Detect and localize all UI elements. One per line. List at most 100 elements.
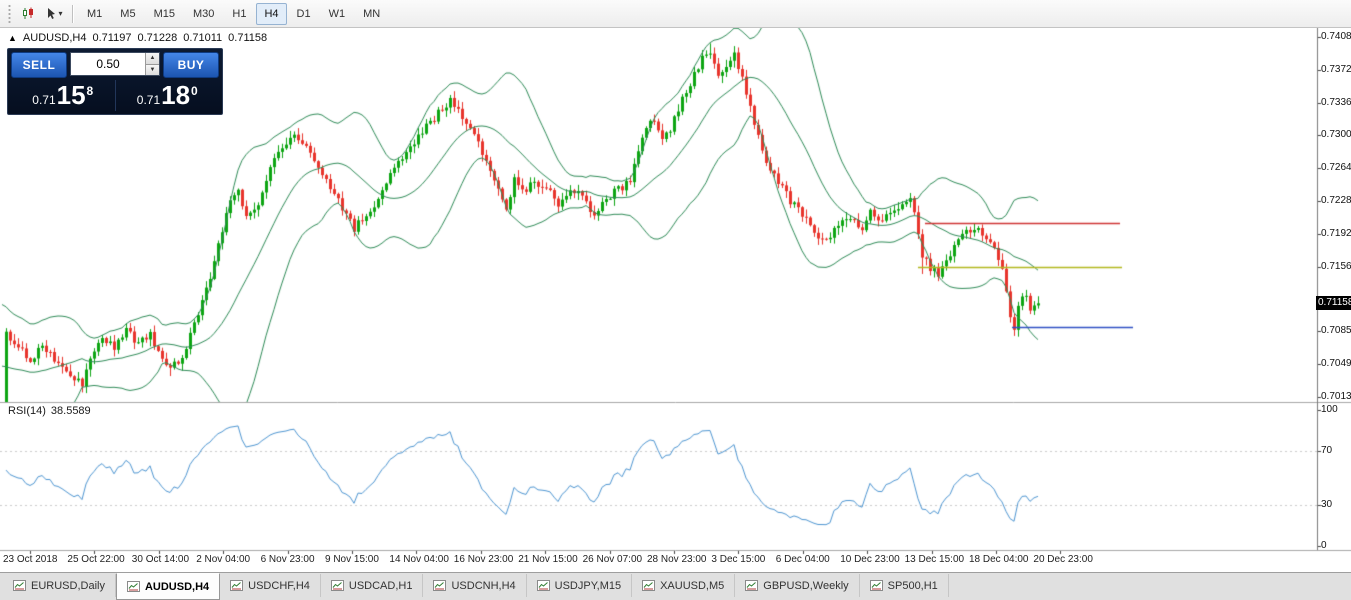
high-value: 0.71228 bbox=[137, 32, 178, 44]
buy-price-sup: 0 bbox=[191, 84, 198, 98]
chart-tab-label: USDCHF,H4 bbox=[248, 579, 310, 592]
time-axis-label: 21 Nov 15:00 bbox=[518, 554, 578, 565]
chart-tab-usdchf-h4[interactable]: USDCHF,H4 bbox=[220, 574, 321, 597]
price-axis-label: 0.7264 bbox=[1321, 162, 1351, 174]
timeframe-m1[interactable]: M1 bbox=[87, 7, 103, 20]
sell-price[interactable]: 0.71 15 8 bbox=[11, 80, 116, 111]
chart-tab-icon bbox=[869, 580, 883, 591]
timeframe-d1[interactable]: D1 bbox=[296, 7, 311, 20]
chart-tab-icon bbox=[433, 580, 447, 591]
rsi-name: RSI(14) bbox=[8, 405, 46, 417]
toolbar-grip[interactable] bbox=[7, 4, 12, 23]
low-value: 0.71011 bbox=[183, 32, 223, 44]
buy-price-prefix: 0.71 bbox=[136, 93, 161, 107]
rsi-indicator-label: RSI(14) 38.5589 bbox=[8, 405, 91, 417]
chart-tab-icon bbox=[642, 580, 656, 591]
chart-area: ▲ AUDUSD,H4 0.71197 0.71228 0.71011 0.71… bbox=[0, 28, 1351, 572]
chart-tab-label: USDCNH,H4 bbox=[451, 579, 516, 592]
chart-tab-label: USDCAD,H1 bbox=[348, 579, 413, 592]
lot-increase-button[interactable]: ▲ bbox=[146, 53, 159, 65]
price-axis-label: 0.7228 bbox=[1321, 195, 1351, 207]
time-axis-label: 16 Nov 23:00 bbox=[453, 554, 514, 565]
chart-tab-bar: EURUSD,Daily AUDUSD,H4 USDCHF,H4 USDCAD,H1 U… bbox=[0, 572, 1351, 600]
cursor-tool-button[interactable]: ▾ bbox=[41, 2, 67, 26]
timeframe-toolbar: M1 M5 M15 M30 H1 H4 D1 W1 MN bbox=[78, 2, 389, 25]
candlestick-chart-icon bbox=[22, 7, 33, 19]
lot-spinner: ▲ ▼ bbox=[145, 53, 159, 75]
time-axis-label: 3 Dec 15:00 bbox=[711, 554, 766, 565]
timeframe-mn[interactable]: MN bbox=[363, 7, 381, 20]
time-axis-label: 25 Oct 22:00 bbox=[67, 554, 125, 565]
price-axis-label: 0.7085 bbox=[1321, 325, 1351, 337]
one-click-toggle-icon[interactable]: ▲ bbox=[8, 33, 17, 43]
time-axis-label: 30 Oct 14:00 bbox=[131, 554, 190, 565]
new-chart-button[interactable] bbox=[15, 2, 41, 26]
sell-price-prefix: 0.71 bbox=[32, 93, 56, 107]
toolbar: ▾ M1 M5 M15 M30 H1 H4 D1 W1 MN bbox=[0, 0, 1351, 28]
rsi-axis-label: 100 bbox=[1321, 404, 1338, 415]
chart-tab-icon bbox=[13, 580, 26, 591]
timeframe-m30[interactable]: M30 bbox=[192, 7, 215, 20]
time-axis-label: 2 Nov 04:00 bbox=[196, 554, 251, 565]
open-value: 0.71197 bbox=[92, 32, 132, 44]
price-chart-canvas[interactable] bbox=[0, 28, 1351, 572]
chart-tab-icon bbox=[330, 580, 344, 591]
buy-button[interactable]: BUY bbox=[163, 52, 219, 78]
rsi-axis-label: 70 bbox=[1321, 444, 1333, 456]
cursor-icon bbox=[48, 8, 56, 19]
chart-tab-label: AUDUSD,H4 bbox=[144, 580, 210, 593]
price-axis-label: 0.7336 bbox=[1321, 96, 1351, 108]
time-axis: 23 Oct 2018 25 Oct 22:00 30 Oct 14:00 2 Nov… bbox=[0, 551, 1318, 572]
price-axis-label: 0.7192 bbox=[1321, 227, 1351, 239]
price-axis-label: 0.7372 bbox=[1321, 63, 1351, 75]
price-axis-label: 0.7408 bbox=[1321, 31, 1351, 42]
price-axis-label: 0.7300 bbox=[1321, 129, 1351, 141]
chart-tab-eurusd-daily[interactable]: EURUSD,Daily bbox=[3, 574, 116, 597]
chart-tab-gbpusd-weekly[interactable]: GBPUSD,Weekly bbox=[735, 574, 860, 597]
chart-tab-label: XAUUSD,M5 bbox=[660, 579, 725, 592]
timeframe-m5[interactable]: M5 bbox=[120, 7, 136, 20]
chart-tab-label: GBPUSD,Weekly bbox=[763, 579, 849, 592]
time-axis-label: 26 Nov 07:00 bbox=[582, 554, 643, 565]
chart-tab-sp500-h1[interactable]: SP500,H1 bbox=[860, 574, 949, 597]
chart-tab-label: SP500,H1 bbox=[887, 579, 938, 592]
chevron-down-icon: ▾ bbox=[58, 8, 63, 18]
lot-size-field[interactable]: 0.50 ▲ ▼ bbox=[70, 52, 160, 76]
time-axis-label: 13 Dec 15:00 bbox=[904, 554, 965, 565]
lot-size-value[interactable]: 0.50 bbox=[96, 57, 120, 71]
chart-tab-usdcad-h1[interactable]: USDCAD,H1 bbox=[321, 574, 424, 597]
chart-tab-xauusd-m5[interactable]: XAUUSD,M5 bbox=[632, 574, 736, 597]
chart-tab-usdcnh-h4[interactable]: USDCNH,H4 bbox=[423, 574, 527, 597]
sell-button[interactable]: SELL bbox=[11, 52, 67, 78]
rsi-axis-label: 30 bbox=[1321, 499, 1333, 511]
price-axis-label: 0.7156 bbox=[1321, 260, 1351, 272]
sell-price-big: 15 bbox=[56, 80, 86, 110]
chart-tab-label: EURUSD,Daily bbox=[31, 579, 105, 592]
lot-decrease-button[interactable]: ▼ bbox=[146, 64, 159, 75]
ohlc-readout: ▲ AUDUSD,H4 0.71197 0.71228 0.71011 0.71… bbox=[8, 32, 267, 44]
timeframe-h1[interactable]: H1 bbox=[232, 7, 247, 20]
time-axis-label: 18 Dec 04:00 bbox=[969, 554, 1029, 565]
toolbar-separator bbox=[72, 4, 73, 23]
timeframe-h4[interactable]: H4 bbox=[256, 2, 287, 25]
timeframe-m15[interactable]: M15 bbox=[153, 7, 175, 20]
chart-tab-icon bbox=[745, 580, 759, 591]
symbol-period-label: AUDUSD,H4 bbox=[22, 32, 87, 44]
chart-tab-audusd-h4[interactable]: AUDUSD,H4 bbox=[115, 573, 221, 600]
time-axis-label: 6 Nov 23:00 bbox=[260, 554, 315, 565]
time-axis-label: 6 Dec 04:00 bbox=[775, 554, 830, 565]
rsi-axis-label: 0 bbox=[1321, 540, 1327, 551]
chart-tab-usdjpy-m15[interactable]: USDJPY,M15 bbox=[527, 574, 633, 597]
rsi-value: 38.5589 bbox=[50, 405, 91, 417]
chart-tab-icon bbox=[536, 580, 550, 591]
time-axis-label: 9 Nov 15:00 bbox=[325, 554, 379, 565]
time-axis-label: 20 Dec 23:00 bbox=[1033, 554, 1093, 565]
time-axis-label: 23 Oct 2018 bbox=[3, 554, 58, 565]
close-value: 0.71158 bbox=[228, 32, 268, 44]
chart-tab-label: USDJPY,M15 bbox=[554, 579, 622, 592]
buy-price[interactable]: 0.71 18 0 bbox=[116, 80, 220, 111]
time-axis-label: 14 Nov 04:00 bbox=[389, 554, 449, 565]
timeframe-w1[interactable]: W1 bbox=[328, 7, 346, 20]
price-axis-label: 0.7013 bbox=[1321, 391, 1351, 402]
